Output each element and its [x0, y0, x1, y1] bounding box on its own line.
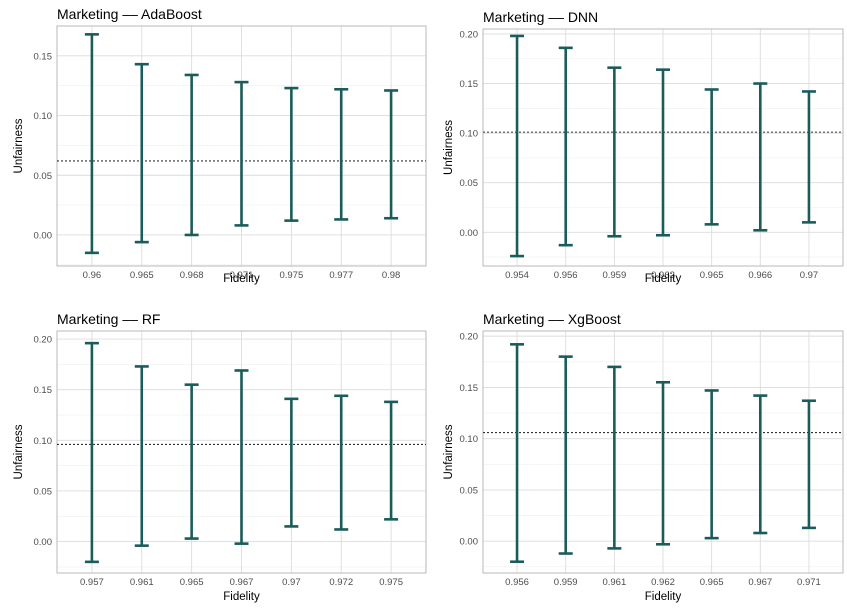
y-tick-label: 0.00: [34, 537, 53, 548]
y-axis-title: Unfairness: [13, 118, 25, 173]
x-tick-label: 0.959: [554, 577, 578, 588]
x-tick-label: 0.977: [329, 270, 353, 281]
panel-4: 0.00 0.05 0.10 0.15 0.20 0.956 0.959 0.961 0.962…: [443, 311, 844, 603]
errorbar: [184, 73, 199, 237]
x-tick-label: 0.98: [382, 270, 401, 281]
y-axis-title: Unfairness: [443, 424, 455, 479]
x-axis-title: Fidelity: [645, 273, 682, 285]
y-tick-label: 0.10: [460, 434, 479, 445]
x-axis-title: Fidelity: [223, 591, 260, 603]
x-tick-label: 0.965: [700, 577, 724, 588]
y-tick-label: 0.15: [460, 383, 479, 394]
errorbar: [134, 365, 149, 547]
errorbar: [384, 400, 399, 521]
x-axis-title: Fidelity: [645, 591, 682, 603]
panel-title: Marketing –– XgBoost: [483, 311, 621, 327]
y-tick-label: 0.05: [34, 171, 53, 182]
y-tick-label: 0.05: [460, 178, 479, 189]
errorbar: [234, 369, 249, 545]
plot-border: [482, 28, 844, 267]
plot-border: [56, 330, 427, 574]
errorbar: [284, 397, 299, 528]
errorbar: [801, 399, 816, 530]
y-axis-title: Unfairness: [443, 120, 455, 175]
x-tick-label: 0.965: [180, 577, 204, 588]
x-tick-label: 0.956: [554, 270, 578, 281]
errorbar: [134, 62, 149, 244]
errorbar: [334, 87, 349, 221]
panel-3: 0.00 0.05 0.10 0.15 0.20 0.957 0.961 0.965 0.967…: [13, 311, 427, 603]
x-tick-label: 0.959: [602, 270, 626, 281]
x-tick-label: 0.956: [505, 577, 529, 588]
x-tick-label: 0.967: [748, 577, 772, 588]
x-tick-label: 0.97: [800, 270, 819, 281]
x-tick-label: 0.97: [282, 577, 301, 588]
errorbar: [704, 389, 719, 540]
y-tick-label: 0.20: [34, 335, 53, 346]
panel-title: Marketing –– AdaBoost: [57, 6, 202, 22]
x-axis-title: Fidelity: [223, 273, 260, 285]
errorbar: [558, 46, 573, 247]
errorbar: [84, 33, 99, 255]
y-tick-label: 0.10: [34, 111, 53, 122]
plot-border: [482, 330, 844, 574]
errorbar: [510, 343, 525, 564]
y-tick-label: 0.10: [460, 129, 479, 140]
errorbar: [184, 383, 199, 540]
x-tick-label: 0.962: [651, 270, 675, 281]
x-tick-label: 0.968: [180, 270, 204, 281]
errorbar: [284, 86, 299, 222]
x-tick-label: 0.966: [748, 270, 772, 281]
panel-2: 0.00 0.05 0.10 0.15 0.20 0.954 0.956 0.959 0.962…: [443, 9, 844, 285]
errorbar: [607, 66, 622, 238]
errorbar: [510, 34, 525, 258]
panel-title: Marketing –– RF: [57, 311, 160, 327]
y-tick-label: 0.20: [460, 29, 479, 40]
y-tick-label: 0.05: [34, 486, 53, 497]
x-tick-label: 0.965: [700, 270, 724, 281]
y-tick-label: 0.20: [460, 332, 479, 343]
panel-title: Marketing –– DNN: [483, 9, 598, 25]
y-axis-title: Unfairness: [13, 424, 25, 479]
errorbar: [656, 380, 670, 546]
errorbar: [234, 80, 249, 227]
x-tick-label: 0.957: [80, 577, 104, 588]
y-tick-label: 0.15: [34, 385, 53, 396]
x-tick-label: 0.96: [83, 270, 102, 281]
x-tick-label: 0.961: [602, 577, 626, 588]
errorbar: [607, 365, 622, 550]
y-tick-label: 0.10: [34, 436, 53, 447]
y-tick-label: 0.00: [460, 228, 479, 239]
x-tick-label: 0.965: [130, 270, 154, 281]
errorbar: [84, 341, 99, 564]
y-tick-label: 0.15: [460, 79, 479, 90]
x-tick-label: 0.961: [130, 577, 154, 588]
errorbar: [753, 82, 768, 232]
x-tick-label: 0.962: [651, 577, 675, 588]
x-tick-label: 0.967: [230, 577, 254, 588]
x-tick-label: 0.971: [230, 270, 254, 281]
x-tick-label: 0.975: [379, 577, 403, 588]
x-tick-label: 0.971: [797, 577, 821, 588]
x-tick-label: 0.975: [279, 270, 303, 281]
y-tick-label: 0.15: [34, 51, 53, 62]
x-tick-label: 0.954: [505, 270, 529, 281]
errorbar: [704, 88, 719, 226]
y-tick-label: 0.00: [460, 537, 479, 548]
x-tick-label: 0.972: [329, 577, 353, 588]
y-tick-label: 0.00: [34, 230, 53, 241]
errorbar: [753, 394, 768, 535]
panel-1: 0.00 0.05 0.10 0.15 0.96 0.965 0.968 0.971 0.975…: [13, 6, 427, 285]
y-tick-label: 0.05: [460, 485, 479, 496]
errorbar: [384, 89, 399, 220]
errorbar: [558, 355, 573, 555]
errorbar: [656, 68, 670, 237]
errorbar: [801, 90, 816, 224]
errorbar: [334, 394, 349, 531]
plot-border: [56, 25, 427, 267]
